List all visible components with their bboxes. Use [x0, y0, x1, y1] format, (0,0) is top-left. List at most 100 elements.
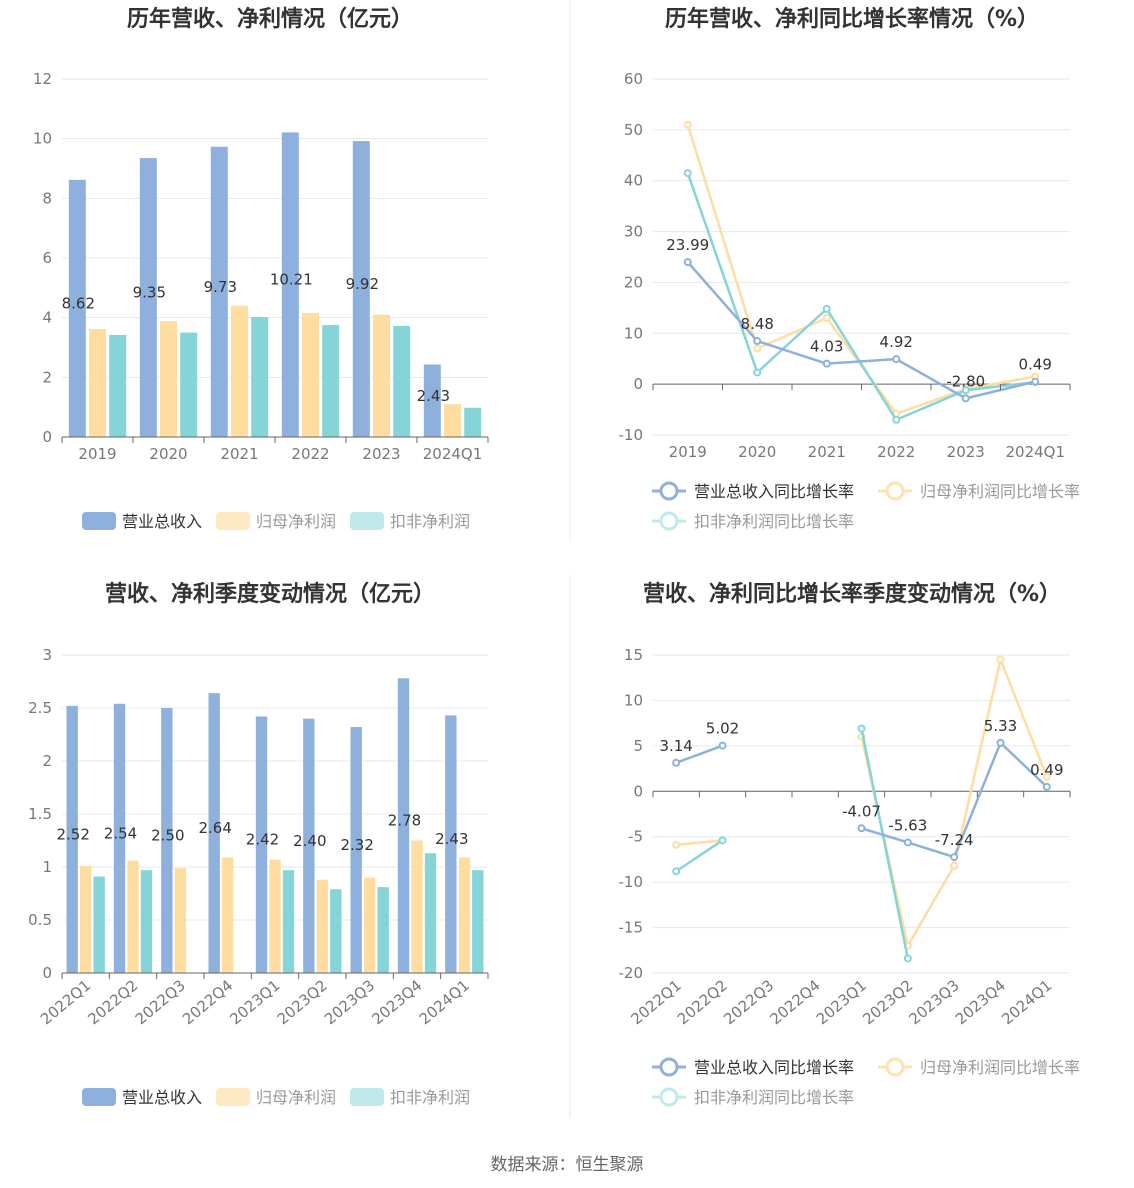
bar: [303, 718, 315, 973]
bar: [393, 326, 411, 437]
point-value-label: 5.02: [706, 720, 739, 738]
data-point: [892, 355, 901, 364]
y-tick-label: -20: [619, 964, 644, 982]
bar: [322, 325, 340, 437]
x-tick-label: 2022Q2: [84, 976, 141, 1028]
legend-marker-icon: [885, 1057, 905, 1077]
bar-value-label: 2.78: [388, 812, 421, 830]
x-tick-label: 2020: [149, 445, 187, 463]
data-point: [1042, 772, 1051, 781]
bar: [302, 313, 319, 437]
bar-value-label: 2.42: [246, 831, 279, 849]
legend-swatch-icon: [350, 512, 384, 530]
bar: [352, 141, 370, 437]
series-line: [676, 839, 723, 847]
x-tick-label: 2024Q1: [416, 976, 473, 1028]
bar: [79, 865, 92, 973]
data-point: [857, 824, 866, 833]
x-tick-label: 2023Q1: [226, 976, 283, 1028]
x-tick-label: 2022Q2: [674, 976, 731, 1028]
data-point: [683, 169, 692, 178]
legend-label: 归母净利润同比增长率: [920, 1058, 1080, 1077]
legend-label: 扣非净利润同比增长率: [694, 1088, 854, 1107]
legend-label: 扣非净利润: [390, 1088, 470, 1107]
data-point: [672, 758, 681, 767]
x-tick-label: 2022Q4: [767, 976, 824, 1028]
legend-marker-icon: [659, 1057, 679, 1077]
data-point: [857, 724, 866, 733]
chart-title: 营收、净利季度变动情况（亿元）: [105, 581, 435, 607]
bar: [377, 887, 389, 973]
x-tick-label: 2022Q3: [720, 976, 777, 1028]
bar: [93, 876, 105, 973]
y-tick-label: -10: [619, 873, 644, 891]
y-tick-label: -10: [619, 426, 644, 444]
data-point: [1031, 377, 1040, 386]
bar-value-label: 10.21: [270, 271, 313, 289]
x-tick-label: 2023Q3: [321, 976, 378, 1028]
bar: [231, 305, 248, 437]
y-tick-label: 0: [42, 428, 52, 446]
x-tick-label: 2020: [738, 443, 776, 461]
y-tick-label: 0.5: [28, 911, 52, 929]
legend-label: 扣非净利润同比增长率: [694, 512, 854, 531]
data-point: [822, 359, 831, 368]
bar-chart-0: 历年营收、净利情况（亿元） 0 2 4 6 8 10 12 8.62 9.35 9.73 10.21 9…: [33, 6, 489, 531]
legend-label: 归母净利润: [256, 512, 336, 531]
y-tick-label: 5: [633, 737, 643, 755]
x-tick-label: 2021: [220, 445, 258, 463]
bar-value-label: 9.73: [204, 278, 237, 296]
y-tick-label: 12: [33, 70, 52, 88]
series-line: [686, 172, 1036, 421]
x-tick-label: 2024Q1: [998, 976, 1055, 1028]
series-line: [860, 658, 1048, 947]
y-tick-label: 6: [42, 249, 52, 267]
x-tick-label: 2024Q1: [1005, 443, 1065, 461]
chart-title: 历年营收、净利同比增长率情况（%）: [665, 6, 1039, 32]
data-point: [961, 386, 970, 395]
point-value-label: 5.33: [984, 717, 1017, 735]
data-point: [961, 394, 970, 403]
data-point: [950, 853, 959, 862]
point-value-label: 0.49: [1030, 761, 1063, 779]
data-point: [996, 655, 1005, 664]
bar: [281, 132, 299, 437]
series-line: [686, 261, 1036, 400]
legend-label: 归母净利润: [256, 1088, 336, 1107]
bar-value-label: 2.43: [417, 387, 450, 405]
bar: [464, 407, 482, 437]
bar: [330, 889, 342, 973]
y-tick-label: 15: [624, 646, 643, 664]
bar: [127, 860, 139, 973]
y-tick-label: 40: [624, 172, 643, 190]
x-tick-label: 2023Q2: [859, 976, 916, 1028]
bar-value-label: 9.35: [133, 284, 166, 302]
x-tick-label: 2019: [669, 443, 707, 461]
bar-chart-2: 营收、净利季度变动情况（亿元） 0 0.5 1 1.5 2 2.5 3 2.52 2.54 2.50…: [28, 581, 489, 1107]
x-tick-label: 2022: [877, 443, 915, 461]
series-line: [860, 728, 910, 959]
bar: [458, 857, 471, 973]
y-tick-label: 30: [624, 223, 643, 241]
bar: [140, 870, 153, 973]
legend-swatch-icon: [82, 512, 116, 530]
bar: [363, 877, 376, 973]
legend-label: 营业总收入: [122, 512, 202, 531]
chart-title: 营收、净利同比增长率季度变动情况（%）: [643, 581, 1061, 607]
legend-marker-icon: [885, 481, 905, 501]
bar: [180, 332, 198, 437]
data-point: [718, 741, 727, 750]
data-point: [753, 337, 762, 346]
data-point: [903, 954, 912, 963]
bar: [113, 703, 126, 973]
bar: [251, 317, 269, 437]
bar: [208, 693, 220, 973]
x-tick-label: 2022Q4: [179, 976, 236, 1028]
y-tick-label: -5: [628, 828, 643, 846]
y-tick-label: 3: [42, 646, 52, 664]
x-tick-label: 2023Q4: [952, 976, 1009, 1028]
y-tick-label: 50: [624, 121, 643, 139]
data-point: [672, 867, 681, 876]
y-tick-label: 1: [42, 858, 52, 876]
